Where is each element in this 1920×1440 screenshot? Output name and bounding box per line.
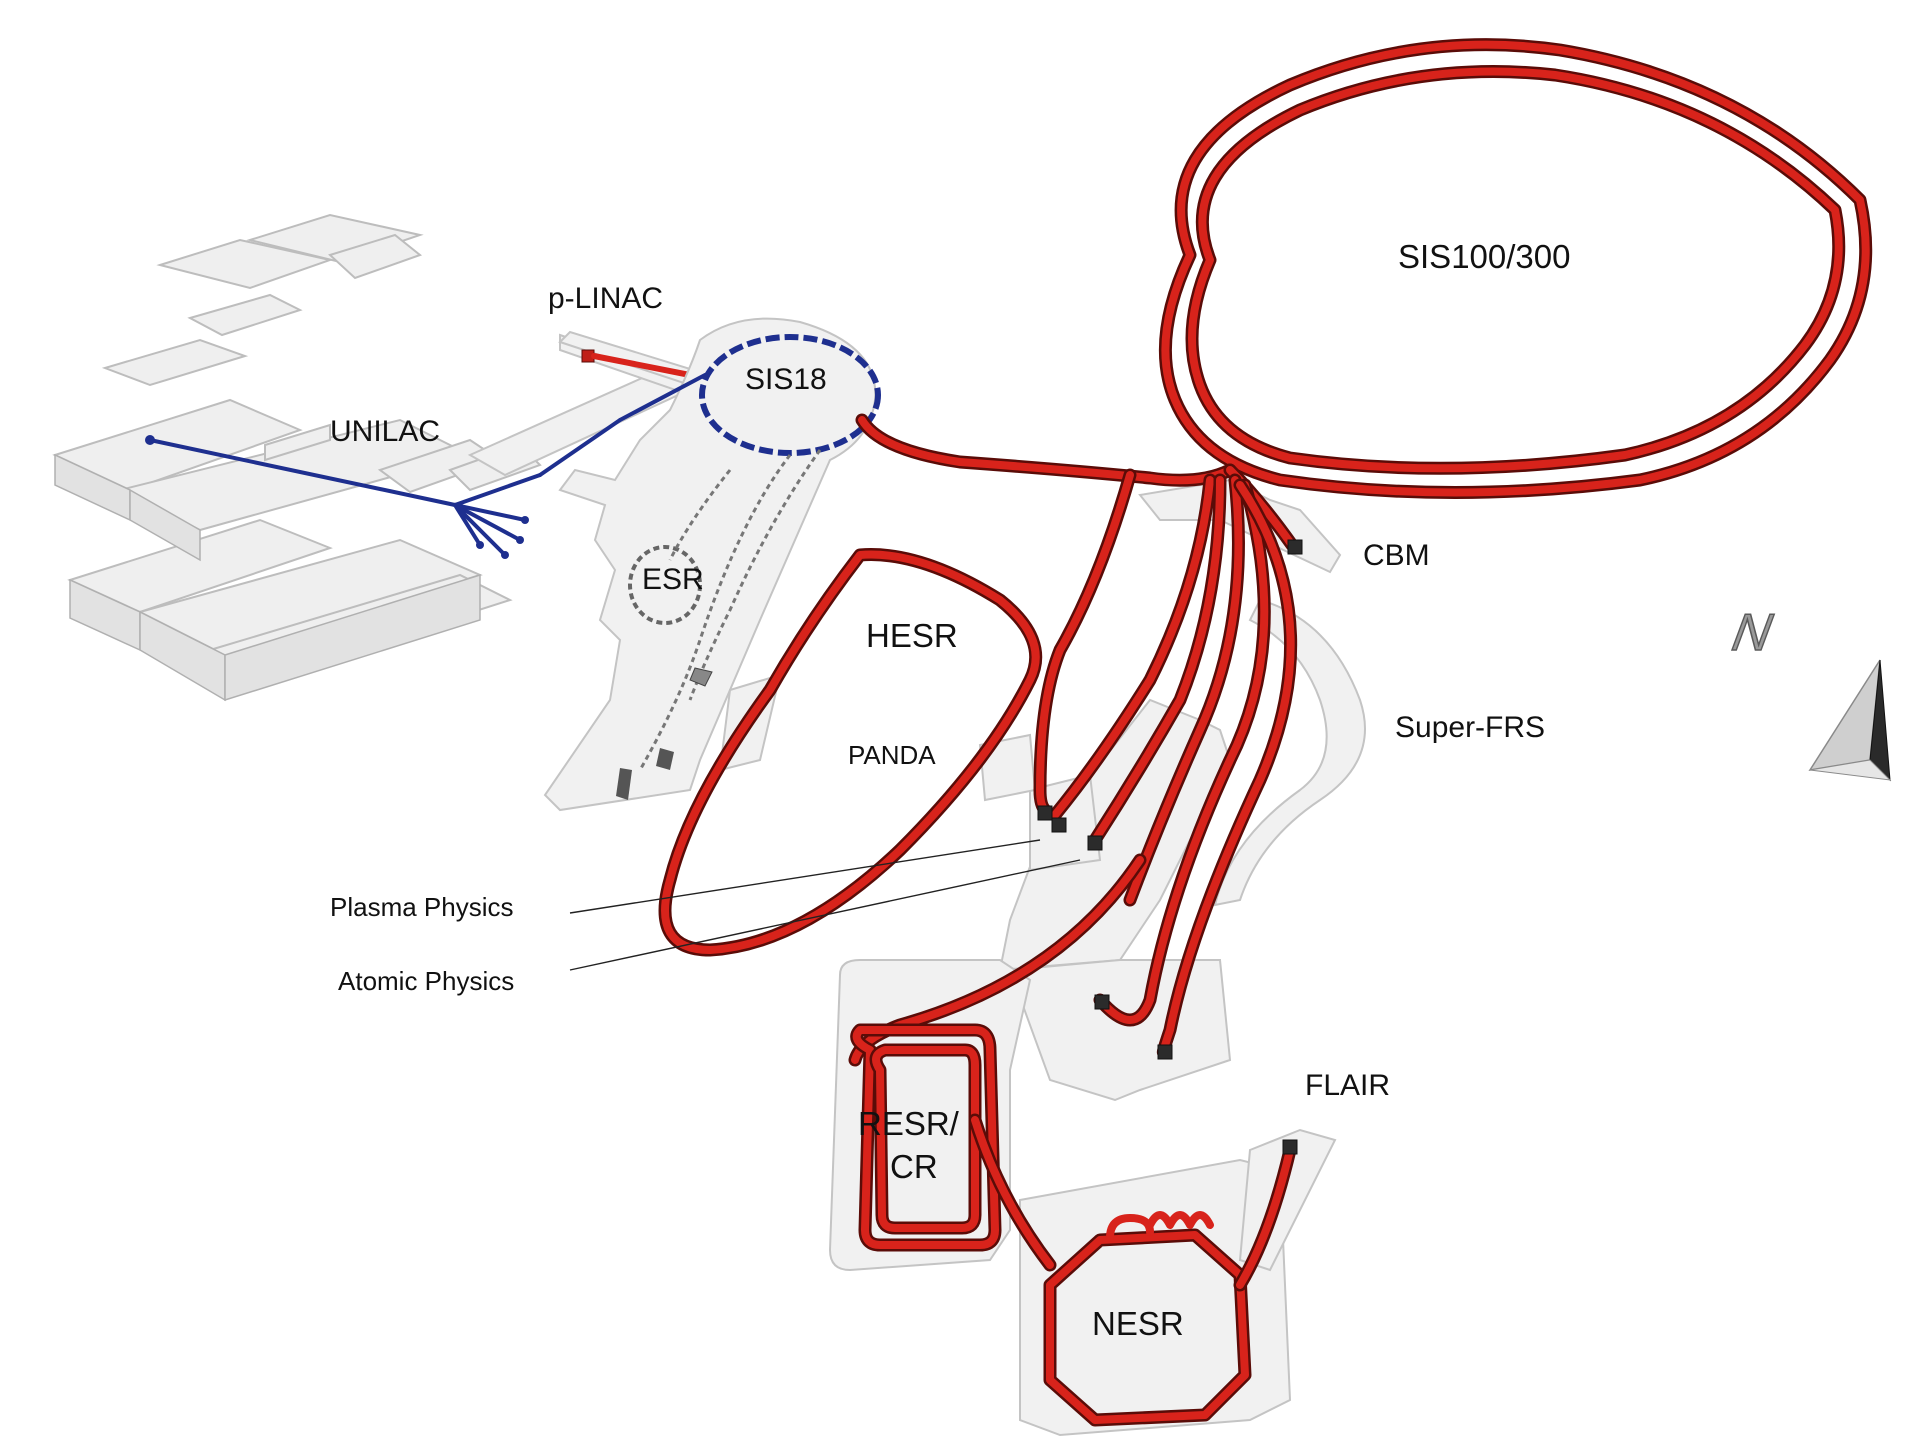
- label-plasma-physics: Plasma Physics: [330, 892, 514, 922]
- north-arrow-icon: N: [1728, 604, 1892, 782]
- esr-ring: [616, 449, 822, 800]
- label-cbm: CBM: [1363, 539, 1430, 572]
- label-flair: FLAIR: [1305, 1069, 1390, 1102]
- label-sis18: SIS18: [745, 363, 827, 396]
- label-unilac: UNILAC: [330, 415, 440, 448]
- leader-lines: [569, 839, 1081, 971]
- sis18-ring: [699, 334, 881, 456]
- label-atomic-physics: Atomic Physics: [338, 966, 514, 996]
- label-superfrs: Super-FRS: [1395, 711, 1545, 744]
- north-letter: N: [1728, 604, 1776, 662]
- plinac-building: [558, 330, 708, 387]
- label-cr: CR: [890, 1148, 938, 1185]
- existing-beamlines: [145, 373, 707, 559]
- label-sis100: SIS100/300: [1398, 238, 1570, 275]
- fair-beamlines: [658, 38, 1873, 1427]
- label-nesr: NESR: [1092, 1305, 1184, 1342]
- label-plinac: p-LINAC: [548, 282, 663, 315]
- sis18-esr-hall: [543, 317, 877, 812]
- label-esr: ESR: [642, 563, 704, 596]
- unilac-buildings: [52, 213, 542, 702]
- label-resr: RESR/: [858, 1105, 960, 1142]
- label-hesr: HESR: [866, 617, 958, 654]
- experiment-targets: [1037, 539, 1303, 1155]
- label-panda: PANDA: [848, 740, 936, 770]
